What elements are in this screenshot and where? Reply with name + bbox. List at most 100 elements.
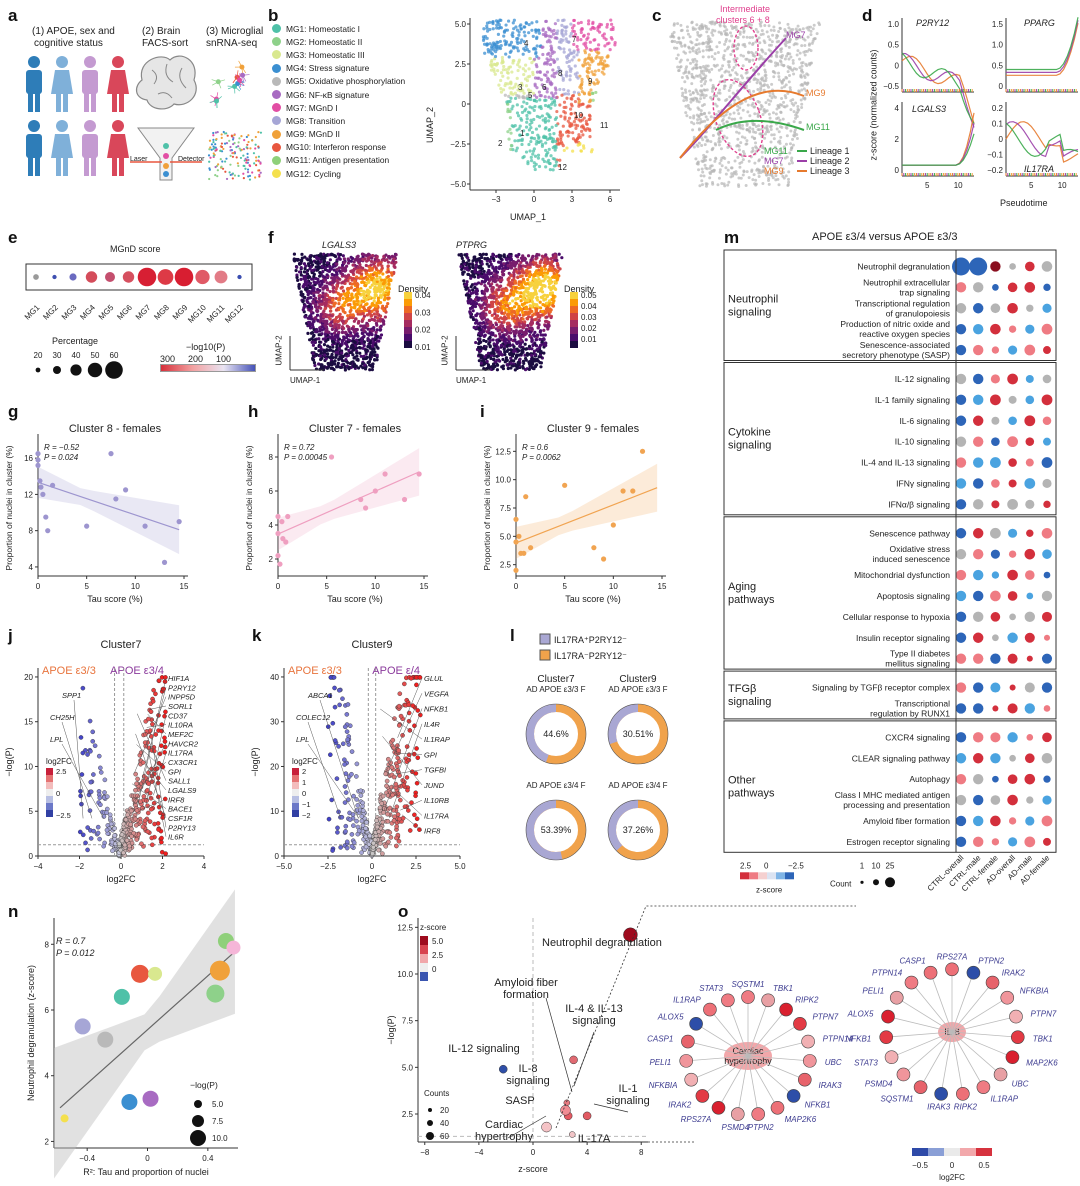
- person-body: [51, 134, 73, 158]
- cell-point: [787, 180, 791, 184]
- cell-point: [537, 56, 541, 60]
- cell-process: [242, 75, 244, 83]
- density-point: [379, 295, 383, 299]
- density-point: [497, 320, 502, 324]
- cell-point: [596, 47, 600, 51]
- density-point: [366, 292, 371, 296]
- mgnd-dot: [195, 269, 210, 285]
- density-point: [334, 329, 338, 333]
- cell-point: [695, 113, 699, 117]
- density-point: [376, 263, 380, 267]
- cell-point: [702, 174, 706, 178]
- density-point: [342, 303, 346, 308]
- cell-point: [778, 118, 782, 122]
- cell-point: [742, 29, 746, 33]
- density-point: [331, 337, 335, 341]
- cell-point: [718, 161, 722, 165]
- cell-process: [239, 80, 242, 88]
- cell-dot: [225, 132, 228, 135]
- cell-point: [715, 63, 719, 67]
- cell-point: [754, 77, 758, 81]
- y-tick: 0.5: [888, 41, 900, 50]
- density-point: [524, 286, 528, 290]
- cell-point: [542, 73, 547, 77]
- cell-point: [794, 37, 798, 41]
- cell-point: [690, 41, 694, 45]
- cell-point: [553, 59, 557, 64]
- cell-point: [572, 51, 576, 55]
- density-point: [535, 333, 540, 337]
- cell-point: [548, 132, 552, 137]
- cell-point: [771, 92, 775, 96]
- density-point: [369, 263, 373, 267]
- person-leg: [28, 156, 33, 176]
- cell-point: [534, 142, 538, 146]
- cell-point: [560, 73, 564, 78]
- y-tick: 0.2: [992, 104, 1004, 113]
- cell-point: [741, 54, 745, 58]
- trend-line: [901, 55, 975, 124]
- cell-dot: [242, 154, 245, 157]
- legend-item: MG7: MGnD I: [272, 101, 405, 114]
- cell-dot: [215, 137, 218, 141]
- panel-label-n: n: [8, 902, 19, 921]
- density-point: [329, 305, 333, 309]
- density-point: [363, 324, 367, 328]
- cell-point: [741, 124, 745, 128]
- cell-point: [723, 70, 727, 74]
- density-point: [337, 302, 341, 306]
- cell-point: [532, 147, 536, 151]
- cell-point: [531, 152, 535, 156]
- y-tick: 0: [895, 61, 900, 70]
- cell-point: [730, 172, 734, 176]
- cell-point: [526, 160, 530, 164]
- density-point: [552, 271, 556, 276]
- cell-dot: [226, 134, 229, 137]
- cell-point: [555, 109, 559, 114]
- cell-point: [691, 26, 695, 30]
- cell-point: [675, 41, 679, 45]
- cell-point: [757, 128, 761, 132]
- cell-point: [536, 156, 541, 160]
- mg-label: MG10: [186, 303, 208, 325]
- density-point: [368, 285, 372, 289]
- cell-point: [576, 38, 580, 42]
- cell-point: [543, 103, 548, 108]
- cell-dot: [258, 175, 261, 178]
- cell-dot: [257, 130, 260, 134]
- density-point: [538, 306, 543, 310]
- density-point: [349, 286, 354, 290]
- cell-point: [795, 53, 799, 57]
- density-point: [320, 332, 324, 336]
- cell-point: [711, 86, 715, 90]
- legend-swatch: [272, 116, 281, 126]
- cell-point: [493, 54, 498, 59]
- cell-point: [784, 44, 788, 48]
- cell-point: [557, 164, 561, 168]
- cell-dot: [215, 148, 218, 151]
- cell-point: [680, 44, 684, 48]
- size-legend-dot: [35, 367, 41, 373]
- density-point: [350, 292, 354, 296]
- density-point: [325, 261, 330, 265]
- cell-point: [778, 153, 782, 157]
- cell-point: [738, 30, 742, 34]
- cell-point: [547, 34, 551, 38]
- cell-point: [810, 61, 814, 65]
- cell-point: [582, 116, 586, 120]
- cell-dot: [255, 159, 258, 162]
- density-point: [540, 290, 545, 294]
- density-point: [374, 343, 378, 347]
- person-leg: [35, 156, 40, 176]
- cell-point: [579, 149, 583, 153]
- cell-dot: [248, 178, 252, 181]
- density-point: [345, 352, 349, 356]
- density-point: [323, 336, 328, 341]
- cell-point: [586, 32, 591, 36]
- mg-label: MG4: [78, 303, 97, 322]
- cell-point: [515, 93, 519, 98]
- cell-point: [491, 27, 495, 31]
- density-point: [359, 324, 363, 328]
- cell-point: [509, 80, 513, 84]
- density-point: [307, 263, 311, 268]
